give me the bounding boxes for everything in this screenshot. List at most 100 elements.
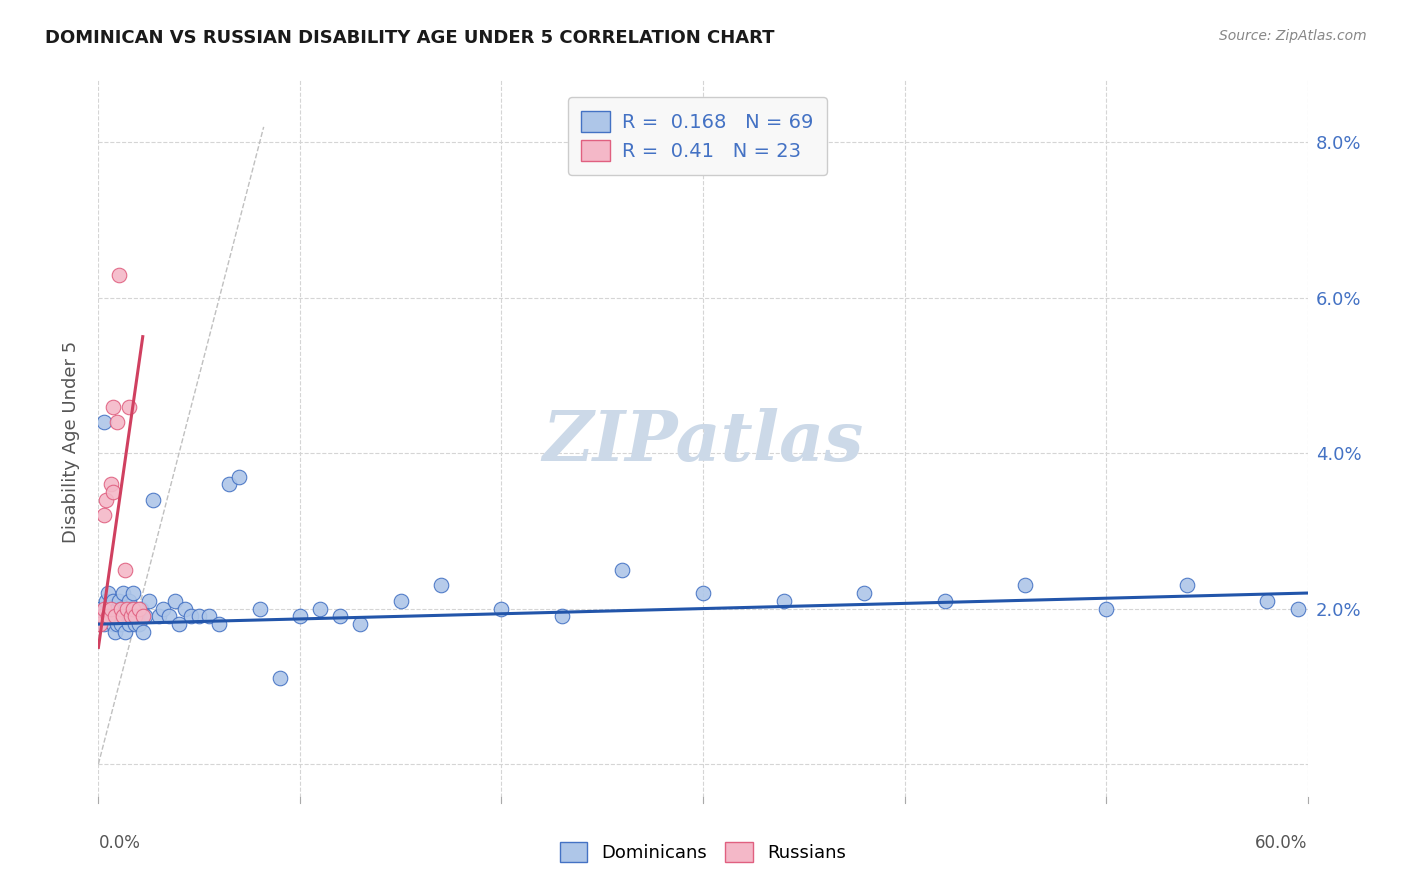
Point [105,415,128,429]
Point [91,609,114,624]
Point [105,617,128,632]
Point [218,477,240,491]
Point [89,601,111,615]
Point [110,617,132,632]
Point [121,601,143,615]
Point [115,609,138,624]
Point [97,609,120,624]
Point [111,609,134,624]
Point [110,601,132,615]
Point [934,594,956,608]
Point [288,609,311,624]
Point [103,624,125,639]
Point [853,586,876,600]
Point [148,609,170,624]
Point [118,594,141,608]
Point [103,609,125,624]
Point [91,609,114,624]
Point [167,617,190,632]
Point [118,617,141,632]
Point [309,601,332,615]
Point [208,617,231,632]
Point [132,624,155,639]
Point [138,594,160,608]
Point [152,601,174,615]
Point [89,617,111,632]
Point [101,594,124,608]
Point [124,601,146,615]
Point [1014,578,1036,592]
Point [269,672,291,686]
Point [692,586,714,600]
Point [114,624,136,639]
Point [120,609,142,624]
Legend: Dominicans, Russians: Dominicans, Russians [553,835,853,870]
Point [491,601,513,615]
Point [97,609,120,624]
Point [129,601,152,615]
Point [111,609,134,624]
Point [389,594,412,608]
Point [114,601,136,615]
Point [110,601,132,615]
Point [329,609,352,624]
Point [121,586,143,600]
Point [96,594,118,608]
Point [228,469,250,483]
Point [107,594,129,608]
Point [188,609,211,624]
Point [100,601,122,615]
Text: 60.0%: 60.0% [1256,834,1308,852]
Text: ZIPatlas: ZIPatlas [543,408,863,475]
Point [163,594,186,608]
Point [174,601,197,615]
Point [107,268,129,282]
Point [93,617,115,632]
Point [551,609,574,624]
Point [128,601,150,615]
Point [1256,594,1278,608]
Point [114,563,136,577]
Point [100,477,122,491]
Text: Source: ZipAtlas.com: Source: ZipAtlas.com [1219,29,1367,43]
Point [612,563,634,577]
Point [772,594,794,608]
Point [101,485,124,500]
Point [124,609,146,624]
Point [120,601,142,615]
Point [128,617,150,632]
Point [142,492,165,507]
Point [101,617,124,632]
Point [1286,601,1309,615]
Point [249,601,271,615]
Point [115,601,138,615]
Point [93,508,115,523]
Point [101,400,124,414]
Point [134,609,156,624]
Point [120,609,142,624]
Point [111,586,134,600]
Point [157,609,180,624]
Point [430,578,453,592]
Point [93,415,115,429]
Legend: R =  0.168   N = 69, R =  0.41   N = 23: R = 0.168 N = 69, R = 0.41 N = 23 [568,97,827,175]
Point [124,617,146,632]
Point [349,617,371,632]
Point [105,601,128,615]
Point [107,609,129,624]
Point [1095,601,1118,615]
Point [180,609,202,624]
Point [96,492,118,507]
Point [1175,578,1198,592]
Text: 0.0%: 0.0% [98,834,141,852]
Point [103,609,125,624]
Text: DOMINICAN VS RUSSIAN DISABILITY AGE UNDER 5 CORRELATION CHART: DOMINICAN VS RUSSIAN DISABILITY AGE UNDE… [45,29,775,46]
Point [125,609,148,624]
Point [132,609,155,624]
Point [198,609,221,624]
Point [97,586,120,600]
Point [100,601,122,615]
Point [118,400,141,414]
Y-axis label: Disability Age Under 5: Disability Age Under 5 [62,341,80,542]
Point [93,601,115,615]
